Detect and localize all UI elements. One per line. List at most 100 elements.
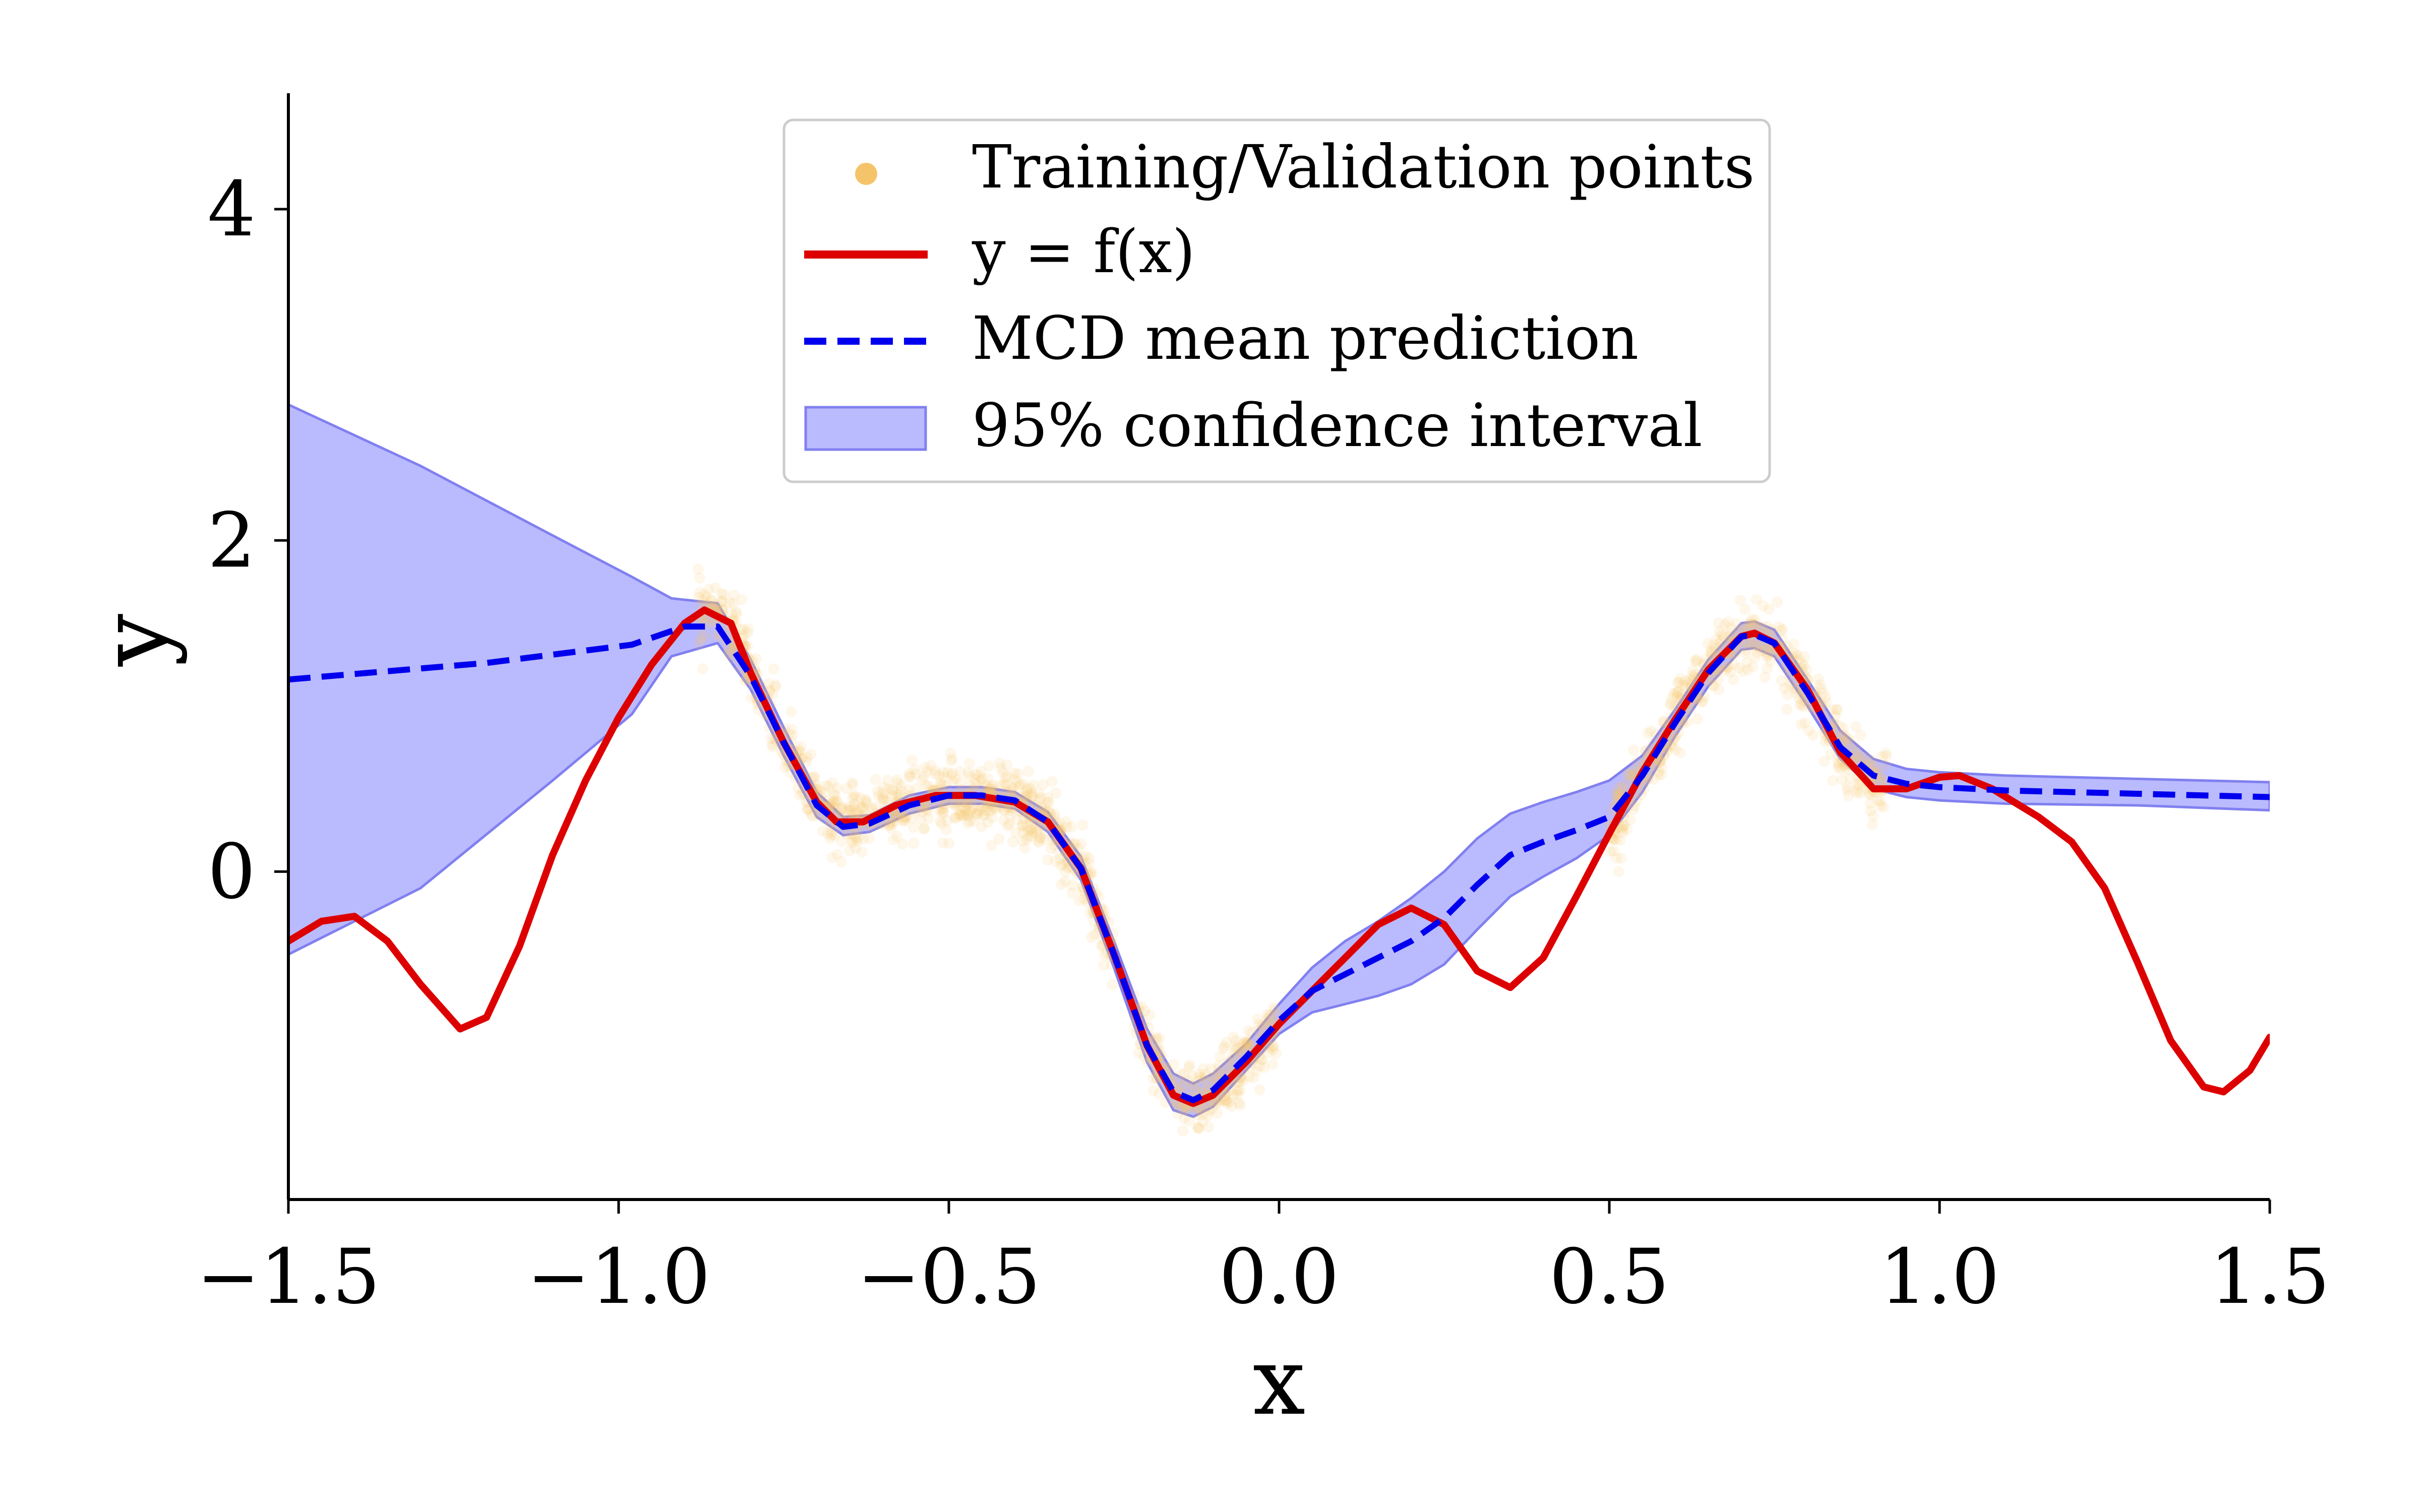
scatter-point (1881, 750, 1892, 762)
scatter-point (1202, 1101, 1214, 1112)
scatter-point (1058, 858, 1069, 870)
scatter-point (1799, 717, 1811, 729)
scatter-point (995, 780, 1007, 791)
scatter-point (1672, 687, 1683, 699)
scatter-point (1849, 748, 1861, 760)
scatter-point (974, 805, 985, 817)
scatter-point (1018, 813, 1030, 825)
scatter-point (1749, 614, 1761, 626)
scatter-point (1256, 1020, 1268, 1031)
scatter-point (1740, 645, 1752, 656)
scatter-point (1049, 808, 1060, 820)
scatter-point (1648, 773, 1660, 785)
scatter-point (1050, 855, 1061, 867)
scatter-point (1707, 679, 1718, 691)
scatter-point (810, 779, 822, 791)
scatter-point (1232, 1084, 1244, 1096)
scatter-point (1024, 783, 1036, 794)
scatter-point (963, 758, 975, 769)
scatter-point (1650, 728, 1662, 740)
scatter-point (1852, 778, 1864, 789)
scatter-point (988, 801, 999, 813)
scatter-point (841, 828, 853, 840)
scatter-point (807, 810, 818, 822)
scatter-point (999, 804, 1010, 815)
scatter-point (929, 768, 941, 780)
scatter-point (1638, 784, 1650, 795)
scatter-point (940, 824, 952, 836)
scatter-point (1803, 725, 1814, 737)
scatter-point (835, 856, 847, 868)
scatter-point (1197, 1072, 1208, 1084)
scatter-point (1791, 650, 1803, 661)
scatter-point (1221, 1036, 1232, 1048)
scatter-point (822, 828, 834, 839)
scatter-point (1749, 652, 1761, 663)
scatter-point (858, 834, 869, 845)
scatter-point (1241, 1040, 1253, 1051)
scatter-point (1615, 822, 1627, 833)
scatter-point (1658, 717, 1669, 728)
scatter-point (1666, 741, 1678, 752)
scatter-point (945, 755, 957, 767)
scatter-point (716, 605, 728, 616)
scatter-point (764, 685, 775, 697)
scatter-point (962, 808, 974, 820)
scatter-point (1000, 772, 1011, 784)
scatter-point (1880, 760, 1892, 771)
scatter-point (1826, 704, 1838, 716)
scatter-point (1763, 603, 1775, 615)
scatter-point (1224, 1057, 1236, 1068)
scatter-point (1050, 787, 1062, 799)
scatter-point (883, 783, 894, 795)
scatter-point (895, 808, 907, 820)
scatter-point (1701, 653, 1712, 665)
scatter-point (1748, 641, 1760, 652)
scatter-point (1691, 654, 1703, 665)
scatter-point (1206, 1103, 1218, 1114)
scatter-point (955, 800, 967, 812)
scatter-point (887, 817, 898, 829)
scatter-point (843, 845, 855, 856)
scatter-point (1739, 648, 1751, 659)
scatter-point (921, 804, 932, 815)
scatter-point (1030, 822, 1041, 834)
scatter-point (1206, 1071, 1218, 1083)
scatter-point (1020, 785, 1032, 796)
scatter-point (1020, 821, 1032, 832)
scatter-point (1705, 645, 1717, 656)
scatter-point (1042, 792, 1054, 803)
scatter-point (1851, 787, 1862, 799)
scatter-point (1658, 715, 1669, 727)
scatter-point (1267, 1044, 1279, 1055)
scatter-point (1690, 668, 1702, 680)
scatter-point (854, 802, 866, 813)
scatter-point (1708, 639, 1719, 651)
scatter-point (981, 779, 992, 791)
scatter-point (764, 684, 775, 696)
scatter-point (1821, 697, 1832, 708)
scatter-point (989, 785, 1001, 797)
scatter-point (841, 783, 853, 794)
scatter-point (1193, 1123, 1204, 1135)
legend: Training/Validation points y = f(x) MCD … (782, 118, 1771, 483)
scatter-point (692, 563, 704, 575)
scatter-point (950, 773, 961, 784)
scatter-point (1246, 1027, 1258, 1038)
scatter-point (1107, 979, 1118, 990)
scatter-point (877, 793, 889, 805)
scatter-point (1711, 634, 1722, 645)
scatter-point (1036, 801, 1048, 813)
scatter-point (964, 771, 976, 782)
scatter-point (911, 783, 922, 794)
scatter-point (1614, 835, 1626, 846)
scatter-point (1708, 680, 1720, 692)
x-ticks: −1.5 −1.0 −0.5 0.0 0.5 1.0 1.5 (197, 1200, 2330, 1321)
scatter-point (846, 777, 858, 788)
scatter-point (729, 589, 740, 601)
scatter-point (795, 741, 807, 752)
scatter-point (1172, 1108, 1183, 1119)
scatter-point (736, 594, 748, 605)
scatter-point (884, 816, 896, 828)
scatter-point (1631, 756, 1643, 768)
